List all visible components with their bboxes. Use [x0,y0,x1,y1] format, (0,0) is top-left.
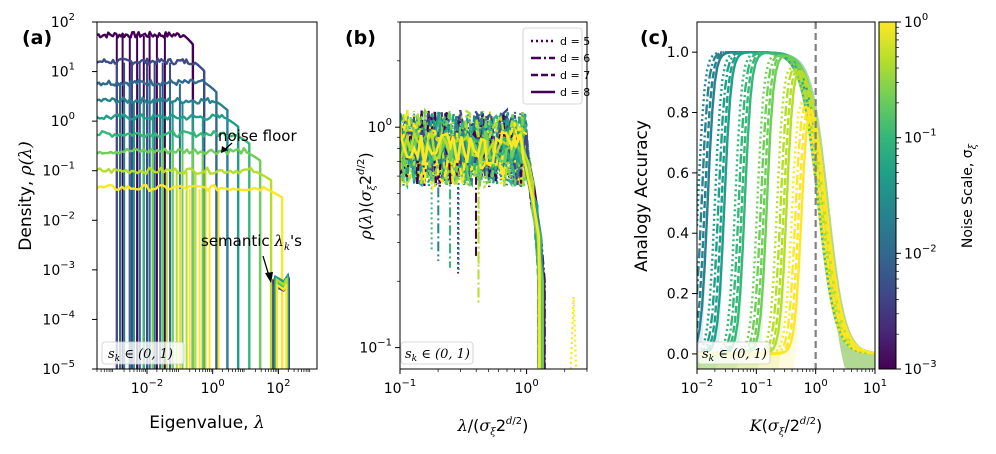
scaled-density-d7-7 [400,109,545,369]
panel-label-b: (b) [345,27,376,49]
panel-a-inset-label: sk ∈ (0, 1) [101,341,185,365]
svg-text:sk ∈ (0, 1): sk ∈ (0, 1) [108,347,173,364]
panel-b-ytick-label: 10−1 [359,338,392,357]
panel-b-ylabel: ρ(λ)(σξ2d/2) [356,152,378,240]
accuracy-series-2-d5 [697,51,875,356]
colorbar-tick-label: 10−3 [904,359,937,378]
panel-b-inset-label: sk ∈ (0, 1) [400,341,474,365]
legend-entry-d8: d = 8 [531,86,590,99]
density-series-sigma-2 [97,78,218,369]
semantic-cluster-8 [276,283,288,369]
panel-label-a: (a) [22,27,52,49]
svg-text:d = 5: d = 5 [560,35,590,48]
legend-entry-d7: d = 7 [531,69,590,82]
panel-b-legend: d = 5 d = 6 d = 7 d = 8 [522,27,590,105]
scaled-density-outlier [569,296,578,369]
svg-text:sk ∈ (0, 1): sk ∈ (0, 1) [702,347,767,364]
panel-c-xtick-label: 10−2 [681,378,714,397]
panel-a-ytick-label: 101 [51,62,75,81]
colorbar-tick-label: 10−2 [904,243,937,262]
annotation-semantic: semantic λk's [201,232,302,253]
panel-b-xtick-label: 10−1 [384,378,417,397]
panel-c-ytick-label: 1.0 [667,45,689,61]
colorbar-gradient [878,21,897,370]
panel-c-ytick-label: 0.6 [667,166,689,182]
density-series-sigma-1 [97,57,206,369]
panel-b-chart: 10−1 100 100 10−1 d = 5 d = 6 d = 7 d = 8 [356,21,590,438]
accuracy-series-4-d5 [697,66,875,356]
panel-a-xtick-label: 100 [201,378,225,397]
svg-text:d = 8: d = 8 [560,86,590,99]
panel-c-ylabel: Analogy Accuracy [632,120,652,272]
colorbar-label: Noise Scale, σξ [960,143,979,248]
density-series-sigma-0 [97,30,195,369]
panel-c-xtick-label: 101 [863,378,887,397]
panel-a-chart: 10−2 100 10210210110010−110−210−310−410−5 … [16,12,318,433]
colorbar-tick-label: 100 [904,12,928,31]
panel-a-ylabel: Density, ρ(λ) [16,141,36,250]
scaled-density-d7-2 [400,111,543,369]
annotation-noise-floor: noise floor [218,127,297,145]
panel-a-ytick-label: 10−2 [42,210,75,229]
panel-c-chart: 10−2 10−1 100 101 0.0 0.2 0.4 0.6 0.8 1.0 sk ∈ (0… [632,21,887,438]
density-series-sigma-6 [97,147,262,369]
panel-c-xtick-label: 100 [804,378,828,397]
panel-a-ytick-label: 102 [51,12,75,31]
panel-label-c: (c) [640,27,669,49]
accuracy-series-4-d7 [697,69,875,356]
panel-c-ytick-label: 0.2 [667,287,689,303]
svg-text:d = 7: d = 7 [560,69,590,82]
panel-b-frame [399,21,588,370]
density-series-sigma-4 [97,113,240,369]
svg-text:d = 6: d = 6 [560,52,590,65]
panel-c-ytick-label: 0.4 [667,226,689,242]
panel-a-ytick-label: 100 [51,111,75,130]
density-series-sigma-5 [97,129,251,369]
panel-b-xtick-label: 100 [514,378,538,397]
svg-text:sk ∈ (0, 1): sk ∈ (0, 1) [405,347,470,364]
density-series-sigma-7 [97,166,273,369]
panel-b-ytick-label: 100 [368,117,392,136]
scaled-density-d8-7 [400,130,541,369]
panel-c-inset-label: sk ∈ (0, 1) [697,341,771,365]
accuracy-series-5-d7 [697,106,875,356]
colorbar-tick-label: 10−1 [904,128,937,147]
semantic-arrowhead [265,272,273,283]
panel-a-ytick-label: 10−5 [42,359,75,378]
panel-a-frame [96,21,318,370]
accuracy-series-5-d6 [697,105,875,356]
panel-a-xtick-label: 102 [266,378,290,397]
panel-a-ytick-label: 10−3 [42,260,75,279]
colorbar: 100 10−1 10−2 10−3 Noise Scale, σξ [878,12,979,378]
panel-c-ytick-label: 0.8 [667,106,689,122]
panel-c-xlabel: K(σξ/2d/2) [749,416,823,438]
panel-a-xlabel: Eigenvalue, λ [149,413,265,433]
legend-entry-d5: d = 5 [531,35,590,48]
panel-a-xtick-label: 10−2 [131,378,164,397]
legend-entry-d6: d = 6 [531,52,590,65]
panel-a-ytick-label: 10−4 [42,309,75,328]
noise-floor-arrowhead [221,146,228,153]
panel-c-frame [696,21,876,370]
panel-c-xtick-label: 10−1 [740,378,773,397]
accuracy-series-3-d5 [697,54,875,356]
panel-c-ytick-label: 0.0 [667,347,689,363]
density-series-sigma-3 [97,96,229,369]
density-series-sigma-8 [97,183,284,369]
panel-a-ytick-label: 10−1 [42,161,75,180]
panel-b-xlabel: λ/(σξ2d/2) [457,416,529,438]
